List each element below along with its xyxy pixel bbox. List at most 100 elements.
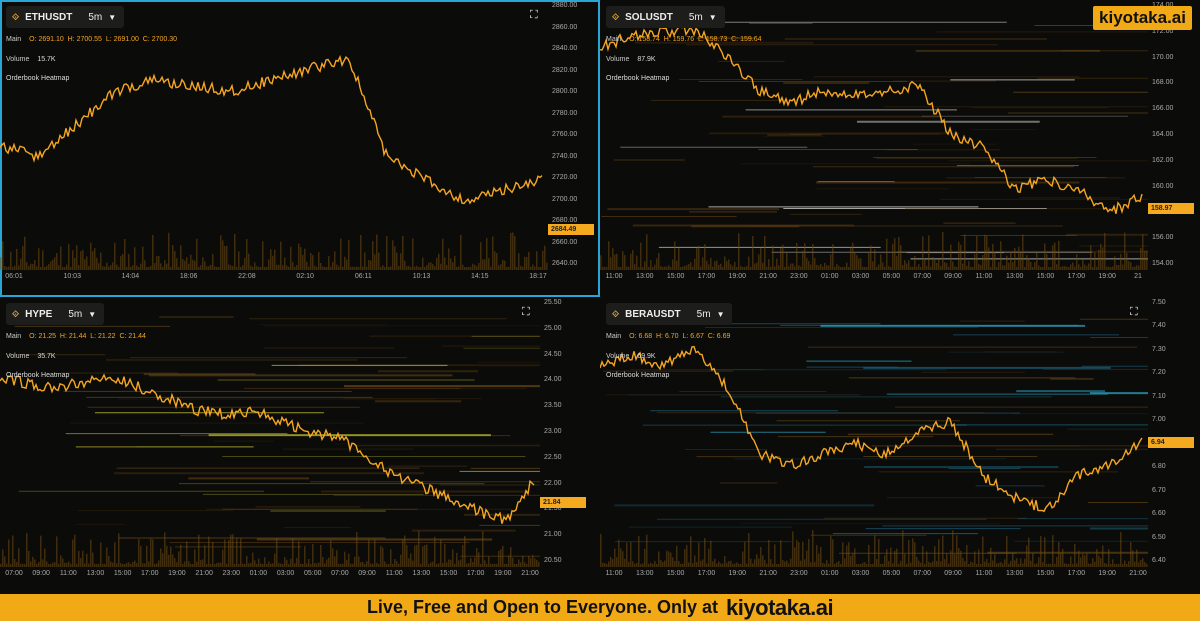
overlay-label: Orderbook Heatmap [606,75,670,82]
volume-bar [1116,563,1118,567]
price-axis[interactable]: 25.50 25.00 24.50 24.00 23.50 23.00 22.50 22.00… [540,297,588,567]
volume-bar [252,266,254,270]
price-chart[interactable] [600,297,1148,567]
volume-bar [186,541,188,567]
volume-bar [350,266,352,270]
time-axis[interactable]: 06:01 10:03 14:04 18:06 22:08 02:10 06:11 10:13… [0,270,548,284]
volume-bar [1012,261,1014,270]
banner-brand[interactable]: kiyotaka.ai [726,594,834,620]
overlay-legend: Orderbook Heatmap [606,372,669,379]
volume-bar [984,234,986,270]
time-axis[interactable]: 11:00 13:00 15:00 17:00 19:00 21:00 23:00 01:00… [600,270,1148,284]
price-axis[interactable]: 174.00 172.00 170.00 168.00 166.00 164.00 162.… [1148,0,1196,270]
volume-bar [410,266,412,270]
price-axis[interactable]: 2880.00 2860.00 2840.00 2820.00 2800.00 2780.… [548,0,596,270]
volume-bar [258,266,260,270]
symbol-selector[interactable]: ⟐ ETHUSDT 5m ▼ [6,6,125,28]
volume-bar [750,266,752,270]
volume-bar [354,556,356,567]
volume-bar [312,544,314,567]
volume-bar [878,538,880,567]
symbol-selector[interactable]: ⟐ SOLUSDT 5m ▼ [606,6,725,28]
volume-bar [34,260,36,270]
volume-bar [388,266,390,270]
timeframe-label[interactable]: 5m [88,11,103,23]
ohlc-legend: Main O: 158.74 H: 159.76 L: 158.73 C: 15… [606,36,761,43]
volume-bar [528,556,530,567]
expand-icon[interactable]: ⛶ [1130,306,1138,318]
volume-bar [24,236,26,270]
volume-bar [1078,550,1080,567]
volume-bar [1108,266,1110,270]
chart-panel-hype[interactable]: ⟐ HYPE 5m ▼ Main O: 21.25 H: 21.44 L: 21.… [0,297,600,594]
volume-bar [546,262,548,270]
timeframe-label[interactable]: 5m [696,308,711,320]
volume-bar [208,266,210,270]
volume-bar [652,564,654,567]
volume-bar [1140,248,1142,270]
volume-bar [614,254,616,270]
volume-bar [172,245,174,270]
volume-bar [218,266,220,270]
volume-bar [222,549,224,567]
volume-bar [380,545,382,567]
symbol-selector[interactable]: ⟐ BERAUSDT 5m ▼ [606,303,733,325]
chevron-down-icon[interactable]: ▼ [108,12,117,22]
chart-panel-ethusdt[interactable]: ⟐ ETHUSDT 5m ▼ Main O: 2691.10 H: 2700.55… [0,0,600,297]
chevron-down-icon[interactable]: ▼ [708,12,717,22]
chevron-down-icon[interactable]: ▼ [716,309,725,319]
volume-bar [1120,532,1122,567]
volume-bar [710,540,712,567]
brand-logo[interactable]: kiyotaka.ai [1093,6,1192,30]
volume-bar [102,563,104,567]
time-tick: 11:00 [605,570,623,577]
chart-panel-solusdt[interactable]: ⟐ SOLUSDT 5m ▼ Main O: 158.74 H: 159.76 L… [600,0,1200,297]
volume-bar [688,562,690,567]
volume-bar [168,232,170,270]
volume-bar [174,251,176,270]
volume-bar [956,535,958,567]
volume-bar [1042,266,1044,270]
volume-bar [620,266,622,270]
timeframe-label[interactable]: 5m [68,308,83,320]
volume-bar [970,266,972,270]
volume-bar [662,266,664,270]
volume-bar [170,546,172,567]
volume-bar [304,546,306,567]
volume-bar [984,561,986,567]
volume-bar [942,232,944,270]
volume-bar [104,266,106,270]
volume-bar [1074,266,1076,270]
volume-bar [466,563,468,567]
volume-bar [1106,563,1108,567]
time-axis[interactable]: 11:00 13:00 15:00 17:00 19:00 21:00 23:00 01:00… [600,567,1148,581]
price-chart[interactable] [0,0,548,270]
volume-bar [260,266,262,270]
chart-panel-berausdt[interactable]: ⟐ BERAUSDT 5m ▼ Main O: 6.68 H: 6.70 L: 6… [600,297,1200,594]
volume-bar [812,243,814,270]
chevron-down-icon[interactable]: ▼ [88,309,97,319]
ohlc-low: L: 158.73 [698,36,728,43]
volume-bar [324,266,326,270]
price-chart[interactable] [0,297,540,567]
volume-bar [910,562,912,567]
price-chart[interactable] [600,0,1148,270]
volume-bar [944,559,946,567]
timeframe-label[interactable]: 5m [688,11,703,23]
volume-bar [894,238,896,270]
volume-bar [398,563,400,567]
volume-bar [416,265,418,270]
volume-bar [1116,264,1118,270]
volume-bar [356,532,358,567]
main-label: Main [6,36,22,43]
price-axis[interactable]: 7.507.407.307.207.107.006.906.806.706.60… [1148,297,1196,567]
symbol-selector[interactable]: ⟐ HYPE 5m ▼ [6,303,105,325]
volume-bar [404,535,406,567]
expand-icon[interactable]: ⛶ [530,9,538,21]
volume-bar [772,563,774,567]
volume-bar [320,544,322,567]
volume-bar [922,236,924,270]
time-axis[interactable]: 07:00 09:00 11:00 13:00 15:00 17:00 19:00 21:00… [0,567,540,581]
expand-icon[interactable]: ⛶ [522,306,530,318]
volume-bar [644,261,646,270]
